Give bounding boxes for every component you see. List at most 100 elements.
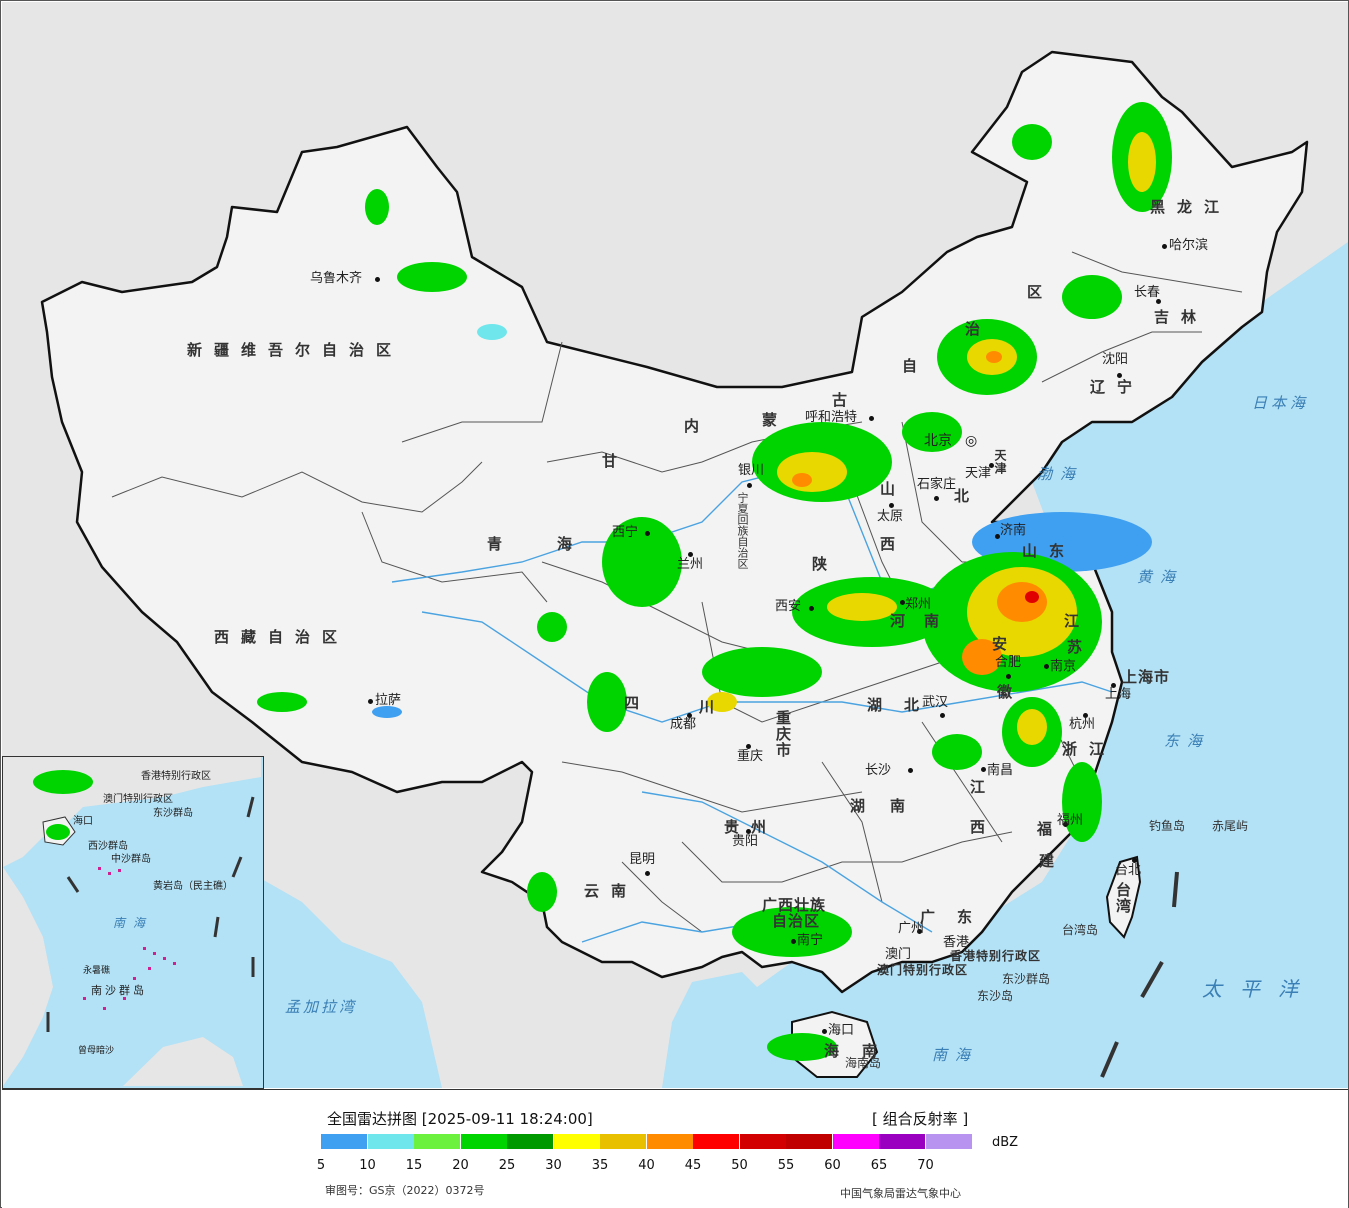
city-dot <box>375 277 380 282</box>
legend-swatch <box>414 1134 460 1149</box>
city-shanghai: 上海 <box>1105 687 1132 702</box>
inset-zengmu: 曾母暗沙 <box>78 1046 115 1056</box>
region-guangxi-2: 自治区 <box>772 912 821 930</box>
city-dot <box>809 606 814 611</box>
legend-swatch <box>646 1134 693 1149</box>
legend-tick: 20 <box>452 1158 469 1173</box>
city-fuzhou: 福州 <box>1057 813 1084 828</box>
region-neimeng-5: 治 <box>965 320 982 338</box>
city-nanning: 南宁 <box>797 933 824 948</box>
region-hubei-1: 湖 <box>867 696 884 714</box>
region-hainan-2: 南 <box>862 1042 879 1060</box>
region-hebei: 北 <box>954 487 971 505</box>
region-jiangxi-2: 西 <box>970 818 987 836</box>
inset-indochina <box>3 867 53 1086</box>
region-neimeng-1: 内 <box>684 417 701 435</box>
inset-huangyan: 黄岩岛（民主礁） <box>153 881 233 892</box>
region-guizhou: 贵州 <box>724 818 779 836</box>
region-neimeng-6: 区 <box>1027 283 1044 301</box>
region-jiangsu-2: 苏 <box>1067 638 1084 656</box>
city-guangzhou: 广州 <box>898 921 925 936</box>
region-taiwan: 台湾 <box>1114 882 1132 914</box>
legend-tick: 10 <box>359 1158 376 1173</box>
city-dot <box>869 416 874 421</box>
legend-swatch <box>832 1134 879 1149</box>
city-dot <box>917 929 922 934</box>
maritime-boundary <box>1100 871 1179 1078</box>
region-guangxi-1: 广西壮族 <box>762 896 827 914</box>
city-harbin: 哈尔滨 <box>1169 238 1209 253</box>
region-shanghai: 上海市 <box>1122 668 1171 686</box>
city-kunming: 昆明 <box>629 852 656 867</box>
city-shenyang: 沈阳 <box>1102 352 1129 367</box>
city-dot <box>368 699 373 704</box>
city-yinchuan: 银川 <box>738 463 765 478</box>
inset-land <box>3 757 261 867</box>
region-shanxi-2: 西 <box>880 535 897 553</box>
region-xinjiang: 新疆维吾尔自治区 <box>187 341 404 359</box>
sea-east: 东海 <box>1164 732 1211 750</box>
city-dot <box>1111 683 1116 688</box>
region-qinghai-2: 海 <box>557 535 574 553</box>
inset-nansha: 南沙群岛 <box>91 984 147 997</box>
city-dot <box>1063 822 1068 827</box>
inset-yongshu: 永暑礁 <box>83 966 111 976</box>
inset-xisha: 西沙群岛 <box>88 841 128 852</box>
inset-canvas <box>3 757 261 1086</box>
city-dot <box>1044 664 1049 669</box>
inset-zhongsha: 中沙群岛 <box>111 854 151 865</box>
city-dot <box>791 939 796 944</box>
island-chiwei: 赤尾屿 <box>1212 819 1249 833</box>
city-dot <box>908 768 913 773</box>
inset-south-sea: 南海 <box>113 916 154 930</box>
city-guiyang: 贵阳 <box>732 834 759 849</box>
legend-tick: 15 <box>405 1158 423 1173</box>
region-macau: 澳门特别行政区 <box>877 963 969 977</box>
region-shandong: 山东 <box>1022 542 1077 560</box>
city-dot <box>746 829 751 834</box>
city-hohhot: 呼和浩特 <box>805 410 858 425</box>
region-liaoning: 辽宁 <box>1090 378 1145 396</box>
city-hangzhou: 杭州 <box>1069 717 1096 732</box>
sea-yellow: 黄海 <box>1137 568 1184 586</box>
city-dot <box>1162 244 1167 249</box>
city-dot <box>822 1029 827 1034</box>
inset-hk: 香港特别行政区 <box>141 771 211 782</box>
inset-borneo <box>123 1037 243 1086</box>
pacific-ocean <box>702 242 1348 1088</box>
city-dot <box>934 496 939 501</box>
data-source: 中国气象局雷达气象中心 <box>840 1187 961 1200</box>
inset-haikou: 海口 <box>73 816 93 827</box>
region-henan-2: 南 <box>924 612 941 630</box>
legend-tick: 55 <box>777 1158 795 1173</box>
region-heilongjiang: 黑龙江 <box>1150 198 1232 216</box>
city-wuhan: 武汉 <box>922 695 949 710</box>
city-dot <box>645 531 650 536</box>
city-shijiazhuang: 石家庄 <box>917 477 957 492</box>
japan-sea <box>1222 292 1348 502</box>
island-dongsha-qd: 东沙群岛 <box>1002 972 1051 986</box>
legend-swatch <box>321 1134 367 1149</box>
legend-tick: 25 <box>498 1158 516 1173</box>
sea-japan: 日本海 <box>1252 394 1310 412</box>
city-changsha: 长沙 <box>865 763 892 778</box>
city-dot <box>1083 713 1088 718</box>
legend-swatch <box>553 1134 600 1149</box>
taiwan-island <box>1105 855 1142 939</box>
region-fujian-2: 建 <box>1039 852 1056 870</box>
region-guangdong-2: 东 <box>957 908 974 926</box>
sea-south: 南海 <box>932 1046 979 1064</box>
city-dot <box>645 871 650 876</box>
region-henan-1: 河 <box>890 612 907 630</box>
city-macao: 澳门 <box>885 947 912 962</box>
region-jiangxi-1: 江 <box>970 778 987 796</box>
legend-swatch <box>367 1134 414 1149</box>
island-diaoyu: 钓鱼岛 <box>1149 819 1186 833</box>
city-chengdu: 成都 <box>670 717 697 732</box>
legend-swatch <box>600 1134 646 1149</box>
region-neimeng-3: 古 <box>832 391 849 409</box>
city-hongkong: 香港 <box>943 935 970 950</box>
legend-product: [ 组合反射率 ] <box>872 1110 969 1128</box>
city-dot <box>989 463 994 468</box>
region-hainan-1: 海 <box>824 1042 841 1060</box>
